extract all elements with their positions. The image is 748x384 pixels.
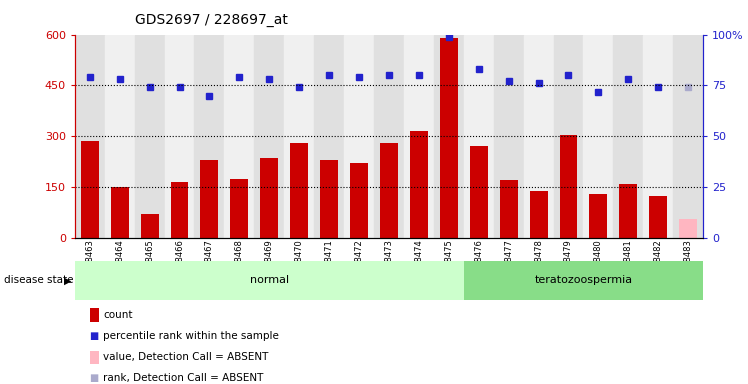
Text: normal: normal [250,275,289,285]
Bar [350,164,368,238]
Bar [530,190,548,238]
Bar [81,141,99,238]
Bar [135,35,165,238]
Bar [434,35,464,238]
Text: teratozoospermia: teratozoospermia [534,275,633,285]
Bar [75,261,464,300]
Text: rank, Detection Call = ABSENT: rank, Detection Call = ABSENT [103,373,263,383]
Bar [171,182,188,238]
Bar [200,160,218,238]
Bar [554,35,583,238]
Bar [290,143,308,238]
Bar [464,261,703,300]
Bar [320,160,338,238]
Bar [524,35,554,238]
Text: value, Detection Call = ABSENT: value, Detection Call = ABSENT [103,352,269,362]
Bar [679,219,697,238]
Bar [224,35,254,238]
Bar [165,35,194,238]
Bar [111,187,129,238]
Bar [589,194,607,238]
Bar [404,35,434,238]
Bar [673,35,703,238]
Bar [440,38,458,238]
Bar [649,196,667,238]
Bar [560,135,577,238]
Bar [284,35,314,238]
Text: percentile rank within the sample: percentile rank within the sample [103,331,279,341]
Bar [254,35,284,238]
Bar [613,35,643,238]
Bar [500,180,518,238]
Bar [494,35,524,238]
Bar [470,147,488,238]
Bar [230,179,248,238]
Bar [619,184,637,238]
Bar [374,35,404,238]
Bar [344,35,374,238]
Bar [141,214,159,238]
Bar [643,35,673,238]
Bar [410,131,428,238]
Bar [260,158,278,238]
Text: ■: ■ [90,373,99,383]
Bar [314,35,344,238]
Bar [380,143,398,238]
Bar [105,35,135,238]
Bar [194,35,224,238]
Bar [75,35,105,238]
Text: GDS2697 / 228697_at: GDS2697 / 228697_at [135,13,287,27]
Bar [464,35,494,238]
Bar [583,35,613,238]
Text: ■: ■ [90,331,99,341]
Text: disease state: disease state [4,275,73,285]
Text: ▶: ▶ [64,275,71,285]
Text: count: count [103,310,132,320]
